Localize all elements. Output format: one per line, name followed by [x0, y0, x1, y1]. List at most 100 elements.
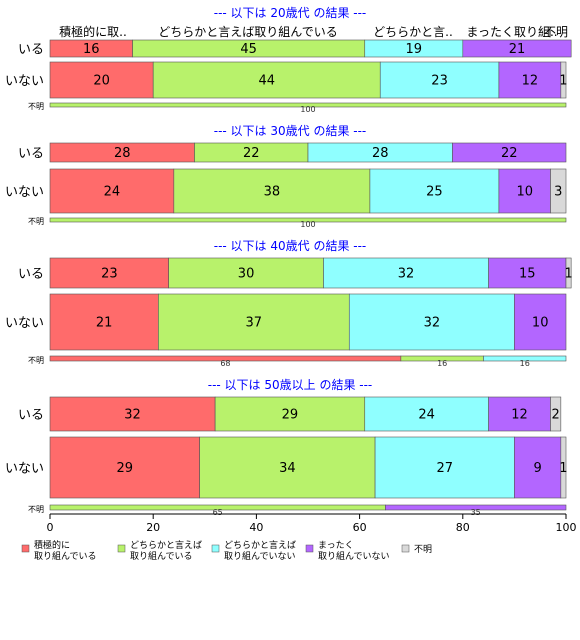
bar-row-value-label: 45 [240, 42, 257, 57]
column-header-label: 不明 [544, 25, 568, 39]
bar-row-value-label: 28 [114, 146, 131, 161]
bar-row-segment [364, 396, 489, 432]
bar-row-value-label: 23 [101, 267, 118, 282]
bar-row-value-label: 12 [511, 408, 528, 423]
bar-row-value-label: 24 [104, 185, 121, 200]
bar-row-segment [462, 39, 572, 58]
unknown-value-label: 16 [520, 359, 530, 368]
bar-row-segment [514, 293, 567, 351]
legend-label: 取り組んでいない [224, 550, 296, 562]
legend-label: どちらかと言えば [224, 539, 296, 551]
bar-row-value-label: 22 [243, 146, 260, 161]
bar-row-value-label: 22 [501, 146, 518, 161]
bar-row-value-label: 1 [559, 74, 567, 89]
bar-row-segment [560, 61, 567, 99]
row-label: いない [5, 316, 44, 331]
bar-row-segment [498, 61, 562, 99]
legend-label: どちらかと言えば [130, 539, 202, 551]
bar-row-segment [49, 168, 175, 214]
bar-row-value-label: 19 [406, 42, 423, 57]
bar-row-value-label: 21 [509, 42, 526, 57]
unknown-bar-segment [49, 102, 567, 108]
row-label: いる [18, 43, 44, 58]
column-header-label: まったく取り組.. [466, 25, 557, 39]
bar-row-value-label: 1 [559, 461, 567, 476]
unknown-value-label: 16 [437, 359, 447, 368]
unknown-value-label: 65 [213, 508, 223, 517]
bar-row-segment [560, 436, 567, 499]
bar-row-segment [379, 61, 500, 99]
unknown-bar-segment [483, 355, 567, 362]
legend-swatch [21, 544, 30, 553]
bar-row-segment [323, 257, 489, 289]
bar-row-segment [49, 61, 154, 99]
x-tick-label: 0 [47, 521, 54, 534]
bar-row-value-label: 25 [426, 185, 443, 200]
panel-title: --- 以下は 40歳代 の結果 --- [214, 239, 367, 253]
row-label-unknown: 不明 [28, 217, 44, 226]
bar-row-value-label: 2 [552, 408, 560, 423]
bar-row-value-label: 9 [533, 461, 541, 476]
bar-row-value-label: 20 [93, 74, 110, 89]
bar-row-value-label: 16 [83, 42, 100, 57]
legend-label: 不明 [414, 544, 432, 555]
panel-title: --- 以下は 30歳代 の結果 --- [214, 124, 367, 138]
bar-row-segment [152, 61, 381, 99]
legend-label: 取り組んでいる [130, 550, 193, 562]
bar-row-value-label: 37 [246, 316, 263, 331]
row-label: いる [18, 267, 44, 282]
bar-row-segment [488, 396, 551, 432]
unknown-value-label: 100 [300, 220, 315, 229]
row-label: いない [5, 74, 44, 89]
x-tick-label: 60 [353, 521, 367, 534]
bar-row-value-label: 29 [117, 461, 134, 476]
bar-row-segment [565, 257, 572, 289]
bar-row-segment [49, 436, 200, 499]
unknown-bar-segment [385, 504, 567, 511]
bar-row-value-label: 24 [418, 408, 435, 423]
bar-row-segment [49, 257, 169, 289]
panel-title: --- 以下は 50歳以上 の結果 --- [208, 378, 373, 392]
legend-label: 取り組んでいる [34, 550, 97, 562]
bar-row-segment [199, 436, 376, 499]
bar-row-value-label: 32 [398, 267, 415, 282]
bar-row-segment [514, 436, 562, 499]
legend-label: 積極的に [34, 539, 70, 551]
row-label: いない [5, 185, 44, 200]
bar-row-segment [452, 142, 567, 163]
bar-row-value-label: 32 [424, 316, 441, 331]
bar-row-value-label: 38 [264, 185, 281, 200]
legend-swatch [401, 544, 410, 553]
legend-label: まったく [318, 540, 354, 551]
x-tick-label: 80 [456, 521, 470, 534]
bar-row-value-label: 27 [436, 461, 453, 476]
bar-row-segment [369, 168, 500, 214]
bar-row-value-label: 15 [519, 267, 536, 282]
legend-swatch [305, 544, 314, 553]
bar-row-segment [498, 168, 551, 214]
bar-row-segment [550, 396, 562, 432]
unknown-value-label: 35 [471, 508, 481, 517]
row-label-unknown: 不明 [28, 505, 44, 514]
legend-label: 取り組んでいない [318, 550, 390, 562]
bar-row-segment [488, 257, 567, 289]
row-label: いる [18, 147, 44, 162]
bar-row-value-label: 29 [282, 408, 299, 423]
unknown-value-label: 100 [300, 105, 315, 114]
bar-row-value-label: 10 [516, 185, 533, 200]
bar-row-segment [158, 293, 350, 351]
bar-row-value-label: 32 [124, 408, 141, 423]
column-header-label: 積極的に取.. [59, 24, 127, 39]
bar-row-segment [550, 168, 567, 214]
x-tick-label: 100 [556, 521, 577, 534]
row-label-unknown: 不明 [28, 102, 44, 111]
row-label: いない [5, 462, 44, 477]
bar-row-segment [49, 293, 159, 351]
unknown-bar-segment [49, 217, 567, 223]
x-tick-label: 20 [146, 521, 160, 534]
bar-row-value-label: 21 [96, 316, 113, 331]
row-label-unknown: 不明 [28, 356, 44, 365]
bar-row-value-label: 30 [238, 267, 255, 282]
